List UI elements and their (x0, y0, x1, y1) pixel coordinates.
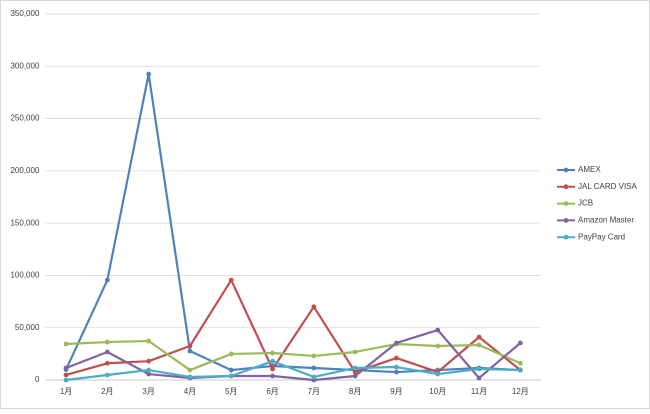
data-point (270, 350, 275, 356)
x-tick-label: 11月 (471, 387, 487, 396)
series-line (65, 360, 521, 382)
legend-marker (563, 218, 569, 223)
x-tick-label: 4月 (184, 387, 196, 396)
data-point (187, 367, 193, 373)
y-tick-label: 250,000 (10, 114, 39, 123)
legend-label: Amazon Master (578, 216, 634, 225)
data-point (311, 374, 317, 380)
data-point (517, 367, 523, 373)
x-tick-label: 1月 (60, 387, 72, 396)
data-point (187, 374, 193, 380)
data-point (228, 373, 234, 379)
y-tick-label: 50,000 (15, 323, 40, 332)
data-point (311, 304, 317, 310)
series-line (65, 72, 521, 374)
data-point (352, 373, 358, 379)
y-tick-label: 300,000 (10, 61, 39, 70)
y-tick-label: 100,000 (10, 271, 39, 280)
data-point (63, 372, 69, 378)
data-point (187, 348, 193, 354)
data-point (352, 349, 358, 355)
data-point (476, 366, 482, 372)
data-point (146, 338, 152, 344)
data-point (63, 365, 69, 371)
data-point (104, 349, 110, 355)
data-point (146, 371, 152, 377)
data-point (476, 334, 482, 340)
data-point (146, 367, 152, 373)
x-tick-label: 6月 (266, 387, 278, 396)
data-point (270, 366, 275, 372)
data-point (104, 372, 110, 378)
data-point (104, 277, 110, 283)
data-point (146, 71, 152, 77)
data-point (394, 369, 399, 375)
data-point (352, 365, 358, 371)
data-point (104, 339, 110, 345)
data-point (63, 341, 69, 347)
legend-label: PayPay Card (578, 232, 625, 241)
x-tick-label: 10月 (429, 387, 446, 396)
x-tick-label: 3月 (142, 387, 154, 396)
data-point (228, 351, 234, 357)
data-point (270, 358, 275, 364)
data-point (435, 343, 441, 349)
data-point (435, 371, 441, 377)
x-tick-label: 5月 (225, 387, 237, 396)
y-tick-label: 150,000 (10, 218, 39, 227)
x-tick-label: 7月 (308, 387, 320, 396)
legend-label: AMEX (578, 165, 601, 174)
data-point (270, 373, 275, 379)
y-tick-label: 350,000 (10, 9, 39, 18)
y-tick-label: 200,000 (10, 166, 39, 175)
x-tick-label: 9月 (390, 387, 402, 396)
legend-marker (563, 234, 569, 240)
data-point (187, 343, 193, 349)
data-point (228, 277, 234, 283)
legend-label: JCB (578, 199, 593, 208)
data-point (517, 360, 523, 366)
data-point (394, 364, 399, 370)
data-point (476, 342, 482, 348)
data-point (394, 355, 399, 361)
x-tick-label: 12月 (512, 387, 529, 396)
data-point (394, 340, 399, 346)
x-tick-label: 8月 (349, 387, 361, 396)
data-point (104, 360, 110, 366)
legend-label: JAL CARD VISA (578, 182, 637, 191)
legend-marker (563, 167, 569, 173)
x-tick-label: 2月 (101, 387, 113, 396)
y-tick-label: 0 (35, 375, 40, 384)
data-point (435, 327, 441, 333)
data-point (311, 365, 317, 371)
data-point (228, 367, 234, 373)
legend-marker (563, 184, 569, 190)
data-point (63, 377, 69, 383)
series-line (65, 278, 522, 377)
data-point (146, 358, 152, 364)
data-point (476, 375, 482, 381)
data-point (311, 353, 317, 359)
data-point (517, 340, 523, 346)
series-line (65, 339, 521, 372)
legend-marker (563, 201, 569, 207)
data-point (352, 369, 358, 375)
